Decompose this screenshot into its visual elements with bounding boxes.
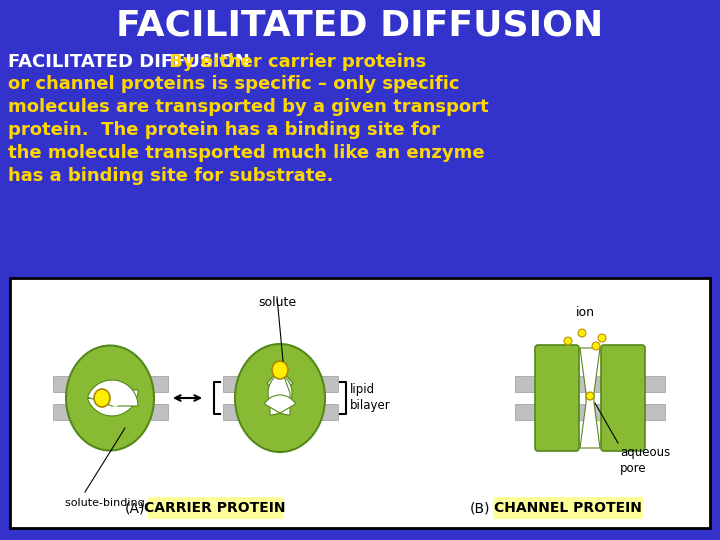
Ellipse shape	[272, 361, 288, 379]
Text: FACILITATED DIFFUSION: FACILITATED DIFFUSION	[117, 8, 603, 42]
FancyBboxPatch shape	[493, 497, 643, 519]
Ellipse shape	[66, 346, 154, 450]
Text: aqueous
pore: aqueous pore	[620, 446, 670, 475]
Bar	[10, 278, 710, 528]
Text: (A): (A)	[125, 501, 145, 515]
Text: or channel proteins is specific – only specific
molecules are transported by a g: or channel proteins is specific – only s…	[8, 75, 489, 185]
Wedge shape	[112, 389, 130, 407]
Text: ion: ion	[575, 306, 595, 319]
Text: CHANNEL PROTEIN: CHANNEL PROTEIN	[494, 501, 642, 515]
Text: FACILITATED DIFFUSION: FACILITATED DIFFUSION	[8, 53, 250, 71]
FancyBboxPatch shape	[148, 497, 283, 519]
Wedge shape	[267, 368, 293, 388]
Wedge shape	[264, 395, 296, 413]
Bar	[515, 404, 665, 420]
Wedge shape	[88, 380, 138, 406]
Text: (B): (B)	[469, 501, 490, 515]
Circle shape	[564, 337, 572, 345]
Ellipse shape	[94, 389, 110, 407]
FancyBboxPatch shape	[601, 345, 645, 451]
Wedge shape	[88, 390, 138, 416]
Text: CARRIER PROTEIN: CARRIER PROTEIN	[144, 501, 286, 515]
Circle shape	[586, 392, 594, 400]
Text: solute-binding site: solute-binding site	[65, 498, 168, 508]
Circle shape	[592, 342, 600, 350]
FancyBboxPatch shape	[535, 345, 579, 451]
Bar	[53, 404, 168, 420]
Ellipse shape	[235, 344, 325, 452]
Text: By either carrier proteins: By either carrier proteins	[163, 53, 426, 71]
Text: solute: solute	[258, 296, 296, 309]
Bar	[515, 376, 665, 392]
Bar	[53, 376, 168, 392]
Circle shape	[578, 329, 586, 337]
Bar	[222, 376, 338, 392]
Bar	[222, 404, 338, 420]
Wedge shape	[270, 372, 292, 415]
Circle shape	[598, 334, 606, 342]
Polygon shape	[580, 348, 600, 448]
Text: lipid
bilayer: lipid bilayer	[350, 383, 391, 413]
Wedge shape	[268, 372, 290, 415]
